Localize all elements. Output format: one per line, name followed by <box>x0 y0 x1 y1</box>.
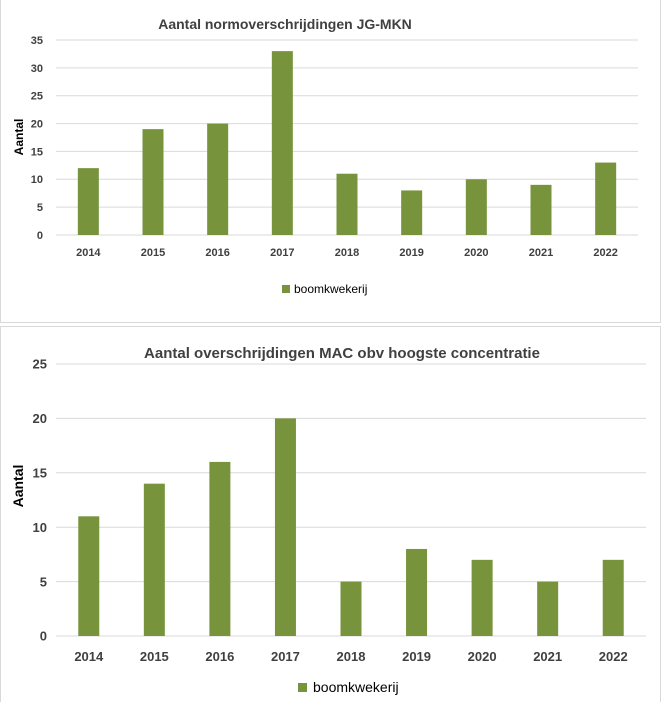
chart-1-bar-2016 <box>207 123 229 235</box>
chart-1-bar-2020 <box>465 179 487 235</box>
chart-2-x-tick-label: 2014 <box>74 649 104 664</box>
chart-2-x-tick-label: 2015 <box>140 649 169 664</box>
chart-1-legend-label: boomkwekerij <box>294 282 367 296</box>
chart-2-y-tick-label: 0 <box>40 629 47 644</box>
chart-2-x-tick-label: 2018 <box>337 649 366 664</box>
chart-1-y-tick-label: 25 <box>31 91 43 103</box>
chart-panel-2: 0 5 10 15 20 25 2014 2015 2016 2017 2018 2019 2020 2… <box>0 326 661 702</box>
chart-1-x-tick-label: 2016 <box>205 247 229 259</box>
chart-2-legend-label: boomkwekerij <box>313 679 399 695</box>
chart-2-bar-2016 <box>209 461 231 636</box>
chart-2-y-ticks: 0 5 10 15 20 25 <box>33 357 47 644</box>
chart-1-x-tick-label: 2019 <box>399 247 423 259</box>
chart-1-x-tick-label: 2017 <box>270 247 294 259</box>
chart-2-x-ticks: 2014 2015 2016 2017 2018 2019 2020 2021 2022 <box>74 649 627 664</box>
chart-2-y-tick-label: 5 <box>40 574 47 589</box>
chart-2-x-tick-label: 2017 <box>271 649 300 664</box>
chart-2-bar-2022 <box>602 559 624 636</box>
chart-1-y-tick-label: 10 <box>31 174 43 186</box>
chart-1-y-ticks: 0 5 10 15 20 25 30 35 <box>31 35 43 242</box>
chart-1-bars <box>77 51 617 236</box>
chart-2-bar-2020 <box>471 559 493 636</box>
chart-1-x-tick-label: 2020 <box>464 247 488 259</box>
chart-2-x-tick-label: 2020 <box>468 649 497 664</box>
chart-1-y-tick-label: 5 <box>37 202 43 214</box>
chart-1-y-tick-label: 35 <box>31 35 43 47</box>
chart-2-y-tick-label: 10 <box>33 520 47 535</box>
chart-2-bar-2021 <box>537 581 559 636</box>
chart-1-x-tick-label: 2022 <box>593 247 617 259</box>
chart-1-x-tick-label: 2014 <box>76 247 101 259</box>
chart-1-y-tick-label: 0 <box>37 230 43 242</box>
chart-1-title: Aantal normoverschrijdingen JG-MKN <box>158 16 412 32</box>
chart-2-bar-2015 <box>143 483 165 636</box>
chart-1-bar-2014 <box>77 168 99 235</box>
chart-2-y-tick-label: 15 <box>33 465 47 480</box>
chart-1-y-tick-label: 20 <box>31 119 43 131</box>
chart-1-bar-2022 <box>595 162 617 235</box>
chart-2-y-axis-label: Aantal <box>10 465 26 508</box>
chart-2-legend-swatch <box>298 683 307 692</box>
chart-1-y-tick-label: 15 <box>31 146 43 158</box>
chart-2-x-tick-label: 2019 <box>402 649 431 664</box>
chart-2-bar-2017 <box>274 418 296 636</box>
chart-1-bar-2018 <box>336 173 358 235</box>
chart-2-bar-2019 <box>406 548 428 636</box>
chart-2-x-tick-label: 2016 <box>205 649 234 664</box>
chart-1-bar-2017 <box>271 51 293 236</box>
chart-2-bars <box>78 418 624 636</box>
chart-1-x-tick-label: 2018 <box>335 247 359 259</box>
chart-1-bar-2021 <box>530 184 552 235</box>
chart-1-x-ticks: 2014 2015 2016 2017 2018 2019 2020 2021 2022 <box>76 247 618 259</box>
chart-2-x-tick-label: 2021 <box>533 649 562 664</box>
chart-2-title: Aantal overschrijdingen MAC obv hoogste … <box>144 345 540 362</box>
chart-2-x-tick-label: 2022 <box>599 649 628 664</box>
chart-1-legend-swatch <box>282 285 290 293</box>
chart-1-y-axis-label: Aantal <box>12 119 26 156</box>
chart-1-bar-2019 <box>401 190 423 235</box>
chart-1-y-tick-label: 30 <box>31 63 43 75</box>
chart-1-bar-2015 <box>142 129 164 235</box>
chart-1-x-tick-label: 2021 <box>529 247 553 259</box>
chart-2-bar-2018 <box>340 581 362 636</box>
chart-1-x-tick-label: 2015 <box>141 247 165 259</box>
chart-panel-1: 0 5 10 15 20 25 30 35 2014 2015 2016 2017 2018 2019 2… <box>0 0 661 323</box>
chart-2-y-tick-label: 20 <box>33 411 47 426</box>
chart-2-y-tick-label: 25 <box>33 357 47 372</box>
chart-2-bar-2014 <box>78 516 100 636</box>
